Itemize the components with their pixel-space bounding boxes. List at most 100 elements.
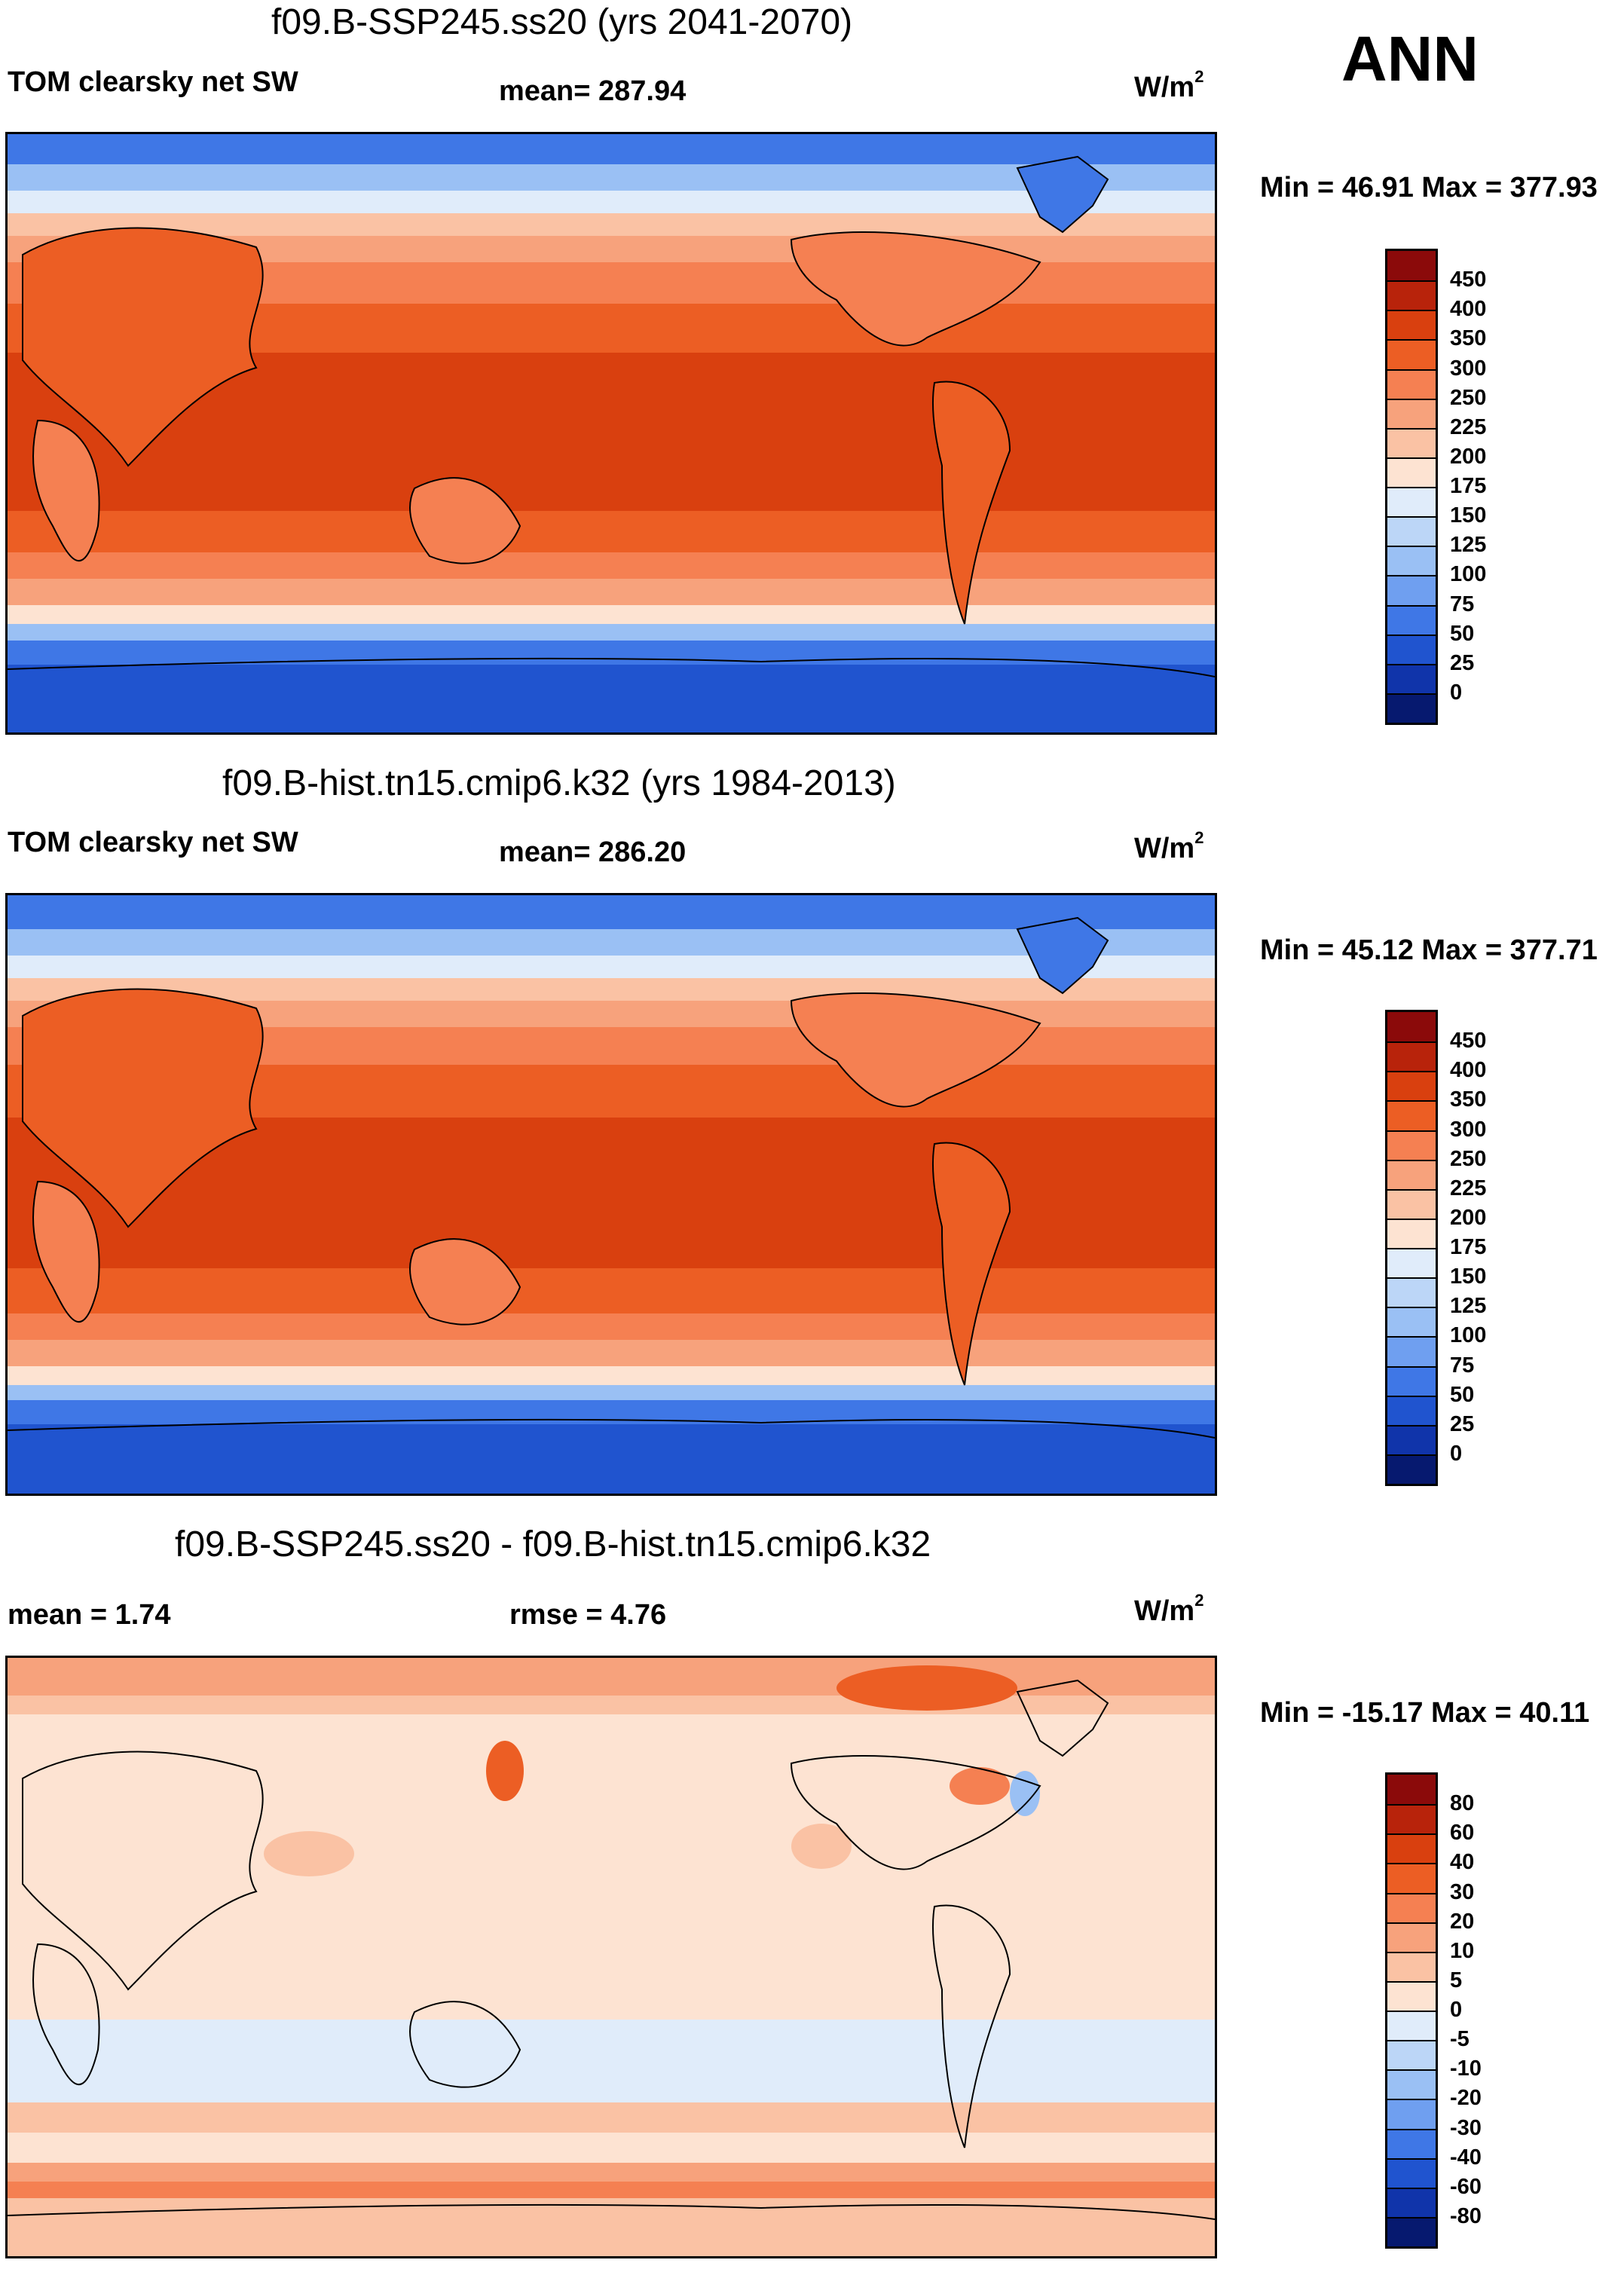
colorbar-swatch: [1387, 1218, 1436, 1248]
colorbar-tick-label: 25: [1450, 650, 1475, 675]
colorbar-swatch: [1387, 1454, 1436, 1484]
panel-1-colorbar: [1385, 249, 1438, 725]
colorbar-swatch: [1387, 2128, 1436, 2158]
colorbar-tick-label: 100: [1450, 562, 1487, 587]
colorbar-swatch: [1387, 1395, 1436, 1425]
colorbar-tick-label: 225: [1450, 414, 1487, 439]
colorbar-tick-label: 75: [1450, 592, 1475, 616]
colorbar-tick-label: 60: [1450, 1821, 1475, 1845]
colorbar-swatch: [1387, 2011, 1436, 2041]
colorbar-swatch: [1387, 1775, 1436, 1805]
colorbar-swatch: [1387, 251, 1436, 281]
panel-2-left-label: TOM clearsky net SW: [8, 827, 298, 858]
colorbar-swatch: [1387, 1804, 1436, 1834]
colorbar-tick-label: 50: [1450, 1382, 1475, 1407]
colorbar-tick-label: 175: [1450, 474, 1487, 498]
panel-3-colorbar: [1385, 1772, 1438, 2249]
colorbar-swatch: [1387, 546, 1436, 576]
colorbar-tick-label: 350: [1450, 326, 1487, 351]
colorbar-tick-label: 20: [1450, 1909, 1475, 1934]
colorbar-swatch: [1387, 1863, 1436, 1893]
colorbar-swatch: [1387, 280, 1436, 310]
season-label: ANN: [1341, 23, 1479, 94]
colorbar-swatch: [1387, 575, 1436, 605]
colorbar-swatch: [1387, 2069, 1436, 2099]
colorbar-tick-label: 250: [1450, 385, 1487, 410]
panel-3-map-field: [8, 1658, 1215, 2256]
colorbar-tick-label: 125: [1450, 533, 1487, 558]
colorbar-tick-label: 350: [1450, 1087, 1487, 1112]
colorbar-swatch: [1387, 2157, 1436, 2188]
colorbar-tick-label: 200: [1450, 444, 1487, 469]
colorbar-tick-label: 10: [1450, 1938, 1475, 1963]
colorbar-tick-label: 400: [1450, 297, 1487, 322]
colorbar-tick-label: -60: [1450, 2174, 1482, 2199]
colorbar-swatch: [1387, 1188, 1436, 1219]
panel-2-title: f09.B-hist.tn15.cmip6.k32 (yrs 1984-2013…: [222, 763, 896, 803]
colorbar-tick-label: 200: [1450, 1205, 1487, 1230]
colorbar-swatch: [1387, 1833, 1436, 1864]
colorbar-tick-label: 30: [1450, 1879, 1475, 1904]
colorbar-swatch: [1387, 2187, 1436, 2217]
colorbar-tick-label: 0: [1450, 680, 1463, 705]
colorbar-swatch: [1387, 1277, 1436, 1307]
panel-1-left-label: TOM clearsky net SW: [8, 66, 298, 98]
colorbar-swatch: [1387, 1071, 1436, 1101]
panel-2-units: W/m2: [1134, 828, 1204, 864]
colorbar-swatch: [1387, 1130, 1436, 1160]
colorbar-swatch: [1387, 604, 1436, 635]
colorbar-tick-label: 0: [1450, 1441, 1463, 1466]
colorbar-tick-label: 225: [1450, 1176, 1487, 1200]
colorbar-swatch: [1387, 1248, 1436, 1278]
colorbar-tick-label: 25: [1450, 1411, 1475, 1436]
colorbar-swatch: [1387, 487, 1436, 517]
colorbar-swatch: [1387, 2099, 1436, 2129]
colorbar-tick-label: 450: [1450, 1029, 1487, 1053]
colorbar-swatch: [1387, 1951, 1436, 1981]
colorbar-swatch: [1387, 2216, 1436, 2246]
panel-1-map-field: [8, 134, 1215, 732]
colorbar-swatch: [1387, 1012, 1436, 1042]
panel-1-units: W/m2: [1134, 67, 1204, 103]
colorbar-tick-label: 75: [1450, 1353, 1475, 1378]
colorbar-swatch: [1387, 1424, 1436, 1454]
colorbar-tick-label: -20: [1450, 2086, 1482, 2111]
panel-3-map: [5, 1656, 1217, 2258]
colorbar-swatch: [1387, 693, 1436, 723]
panel-2-map-field: [8, 895, 1215, 1494]
colorbar-tick-label: 0: [1450, 1998, 1463, 2022]
colorbar-tick-label: -5: [1450, 2027, 1470, 2052]
colorbar-tick-label: 300: [1450, 356, 1487, 381]
panel-3-rmse-label: rmse = 4.76: [509, 1599, 667, 1631]
colorbar-swatch: [1387, 1980, 1436, 2011]
colorbar-swatch: [1387, 368, 1436, 399]
colorbar-tick-label: -80: [1450, 2203, 1482, 2228]
colorbar-tick-label: -40: [1450, 2145, 1482, 2170]
colorbar-swatch: [1387, 457, 1436, 487]
panel-1-map: [5, 132, 1217, 735]
panel-2-mean-label: mean= 286.20: [499, 836, 687, 868]
colorbar-tick-label: 80: [1450, 1791, 1475, 1816]
colorbar-tick-label: 5: [1450, 1968, 1463, 1992]
colorbar-tick-label: 175: [1450, 1235, 1487, 1259]
colorbar-swatch: [1387, 1041, 1436, 1072]
panel-2-colorbar: [1385, 1010, 1438, 1486]
colorbar-swatch: [1387, 2040, 1436, 2070]
colorbar-tick-label: -10: [1450, 2056, 1482, 2081]
colorbar-swatch: [1387, 310, 1436, 340]
colorbar-swatch: [1387, 1159, 1436, 1189]
colorbar-tick-label: 400: [1450, 1058, 1487, 1083]
colorbar-swatch: [1387, 398, 1436, 428]
panel-3-mean-label: mean = 1.74: [8, 1599, 171, 1631]
colorbar-tick-label: 100: [1450, 1323, 1487, 1348]
colorbar-tick-label: 50: [1450, 621, 1475, 646]
panel-2-minmax: Min = 45.12 Max = 377.71: [1260, 934, 1598, 966]
colorbar-tick-label: 250: [1450, 1146, 1487, 1171]
panel-2-map: [5, 893, 1217, 1496]
colorbar-swatch: [1387, 427, 1436, 457]
colorbar-tick-label: 40: [1450, 1850, 1475, 1875]
colorbar-tick-label: 450: [1450, 268, 1487, 292]
colorbar-tick-label: 150: [1450, 503, 1487, 528]
colorbar-swatch: [1387, 1336, 1436, 1366]
colorbar-tick-label: 150: [1450, 1264, 1487, 1289]
